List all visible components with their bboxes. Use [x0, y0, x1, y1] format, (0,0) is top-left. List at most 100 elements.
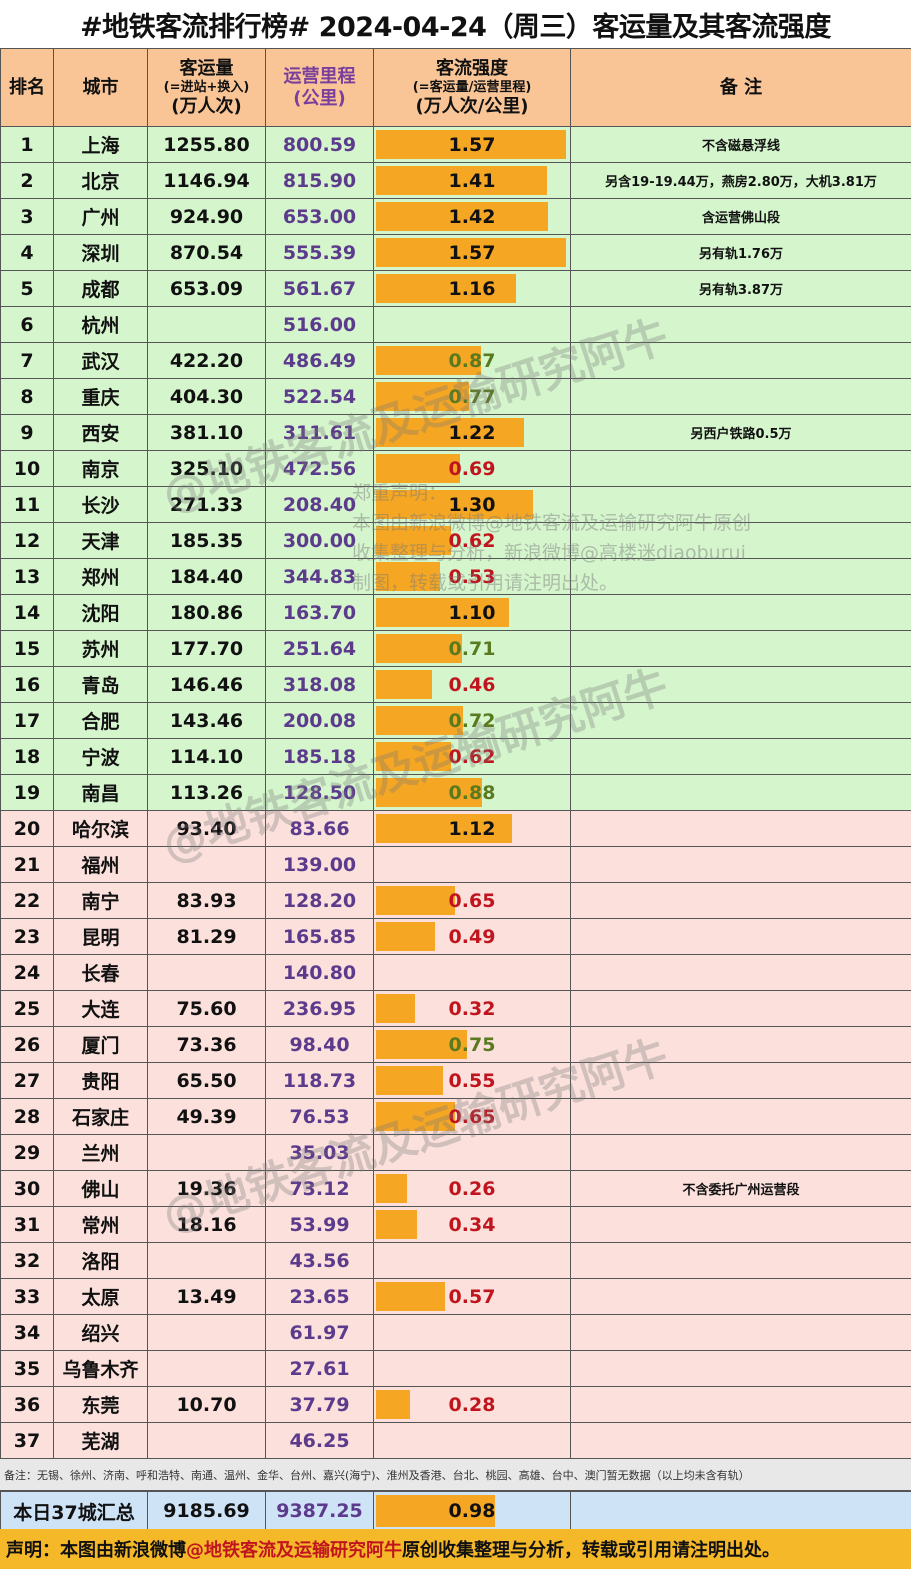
declaration-prefix: 声明：本图由新浪微博 — [6, 1540, 186, 1561]
rank-cell: 26 — [0, 1026, 54, 1063]
intensity-value: 1.42 — [448, 205, 496, 228]
intensity-bar — [376, 346, 481, 375]
intensity-bar — [376, 886, 455, 915]
note-cell — [570, 306, 911, 343]
intensity-bar — [376, 202, 548, 231]
mileage-cell: 815.90 — [265, 162, 374, 199]
note-cell: 另有轨1.76万 — [570, 234, 911, 271]
table-row: 21 福州 139.00 — [0, 846, 911, 883]
intensity-cell: 1.57 — [373, 126, 571, 163]
header-mileage-title: 运营里程 — [283, 65, 356, 87]
city-cell: 南昌 — [53, 774, 148, 811]
mileage-cell: 23.65 — [265, 1278, 374, 1315]
table-row: 17 合肥 143.46 200.08 0.72 — [0, 702, 911, 739]
table-row: 33 太原 13.49 23.65 0.57 — [0, 1278, 911, 1315]
mileage-cell: 561.67 — [265, 270, 374, 307]
intensity-value: 0.57 — [448, 1285, 496, 1308]
city-cell: 上海 — [53, 126, 148, 163]
table-row: 23 昆明 81.29 165.85 0.49 — [0, 918, 911, 955]
rank-cell: 13 — [0, 558, 54, 595]
table-row: 22 南宁 83.93 128.20 0.65 — [0, 882, 911, 919]
header-note: 备 注 — [570, 48, 911, 127]
intensity-value: 0.53 — [448, 565, 496, 588]
table-row: 25 大连 75.60 236.95 0.32 — [0, 990, 911, 1027]
intensity-bar — [376, 1030, 467, 1059]
city-cell: 成都 — [53, 270, 148, 307]
table-row: 6 杭州 516.00 — [0, 306, 911, 343]
passenger-cell: 1146.94 — [147, 162, 266, 199]
city-cell: 苏州 — [53, 630, 148, 667]
rank-cell: 7 — [0, 342, 54, 379]
table-row: 9 西安 381.10 311.61 1.22 另西户铁路0.5万 — [0, 414, 911, 451]
city-cell: 天津 — [53, 522, 148, 559]
city-cell: 武汉 — [53, 342, 148, 379]
note-cell — [570, 666, 911, 703]
rank-cell: 22 — [0, 882, 54, 919]
mileage-cell: 140.80 — [265, 954, 374, 991]
total-intensity: 0.98 — [373, 1491, 571, 1531]
city-cell: 北京 — [53, 162, 148, 199]
rank-cell: 23 — [0, 918, 54, 955]
intensity-bar — [376, 1066, 443, 1095]
intensity-cell: 0.53 — [373, 558, 571, 595]
rank-cell: 31 — [0, 1206, 54, 1243]
rank-cell: 14 — [0, 594, 54, 631]
intensity-cell: 1.41 — [373, 162, 571, 199]
city-cell: 绍兴 — [53, 1314, 148, 1351]
table-row: 7 武汉 422.20 486.49 0.87 — [0, 342, 911, 379]
declaration-banner: 声明：本图由新浪微博 @地铁客流及运输研究阿牛 原创收集整理与分析，转载或引用请… — [0, 1529, 911, 1569]
passenger-cell: 113.26 — [147, 774, 266, 811]
table-row: 16 青岛 146.46 318.08 0.46 — [0, 666, 911, 703]
rank-cell: 21 — [0, 846, 54, 883]
passenger-cell: 180.86 — [147, 594, 266, 631]
passenger-cell: 10.70 — [147, 1386, 266, 1423]
total-label: 本日37城汇总 — [0, 1491, 148, 1531]
table-row: 13 郑州 184.40 344.83 0.53 — [0, 558, 911, 595]
passenger-cell: 404.30 — [147, 378, 266, 415]
intensity-cell — [373, 954, 571, 991]
intensity-cell: 1.57 — [373, 234, 571, 271]
passenger-cell — [147, 1242, 266, 1279]
city-cell: 深圳 — [53, 234, 148, 271]
intensity-value: 1.57 — [448, 241, 496, 264]
intensity-value: 0.88 — [448, 781, 496, 804]
table-row: 11 长沙 271.33 208.40 1.30 — [0, 486, 911, 523]
intensity-cell: 0.88 — [373, 774, 571, 811]
intensity-cell: 0.46 — [373, 666, 571, 703]
note-cell — [570, 702, 911, 739]
note-cell: 另含19-19.44万，燕房2.80万，大机3.81万 — [570, 162, 911, 199]
intensity-cell — [373, 1242, 571, 1279]
city-cell: 沈阳 — [53, 594, 148, 631]
mileage-cell: 35.03 — [265, 1134, 374, 1171]
header-passenger-formula: (=进站+换入) — [163, 79, 250, 95]
table-row: 32 洛阳 43.56 — [0, 1242, 911, 1279]
intensity-bar — [376, 1102, 455, 1131]
rank-cell: 29 — [0, 1134, 54, 1171]
intensity-bar — [376, 1282, 445, 1311]
rank-cell: 16 — [0, 666, 54, 703]
intensity-value: 1.57 — [448, 133, 496, 156]
passenger-cell: 924.90 — [147, 198, 266, 235]
rank-cell: 15 — [0, 630, 54, 667]
note-cell — [570, 486, 911, 523]
city-cell: 重庆 — [53, 378, 148, 415]
city-cell: 长沙 — [53, 486, 148, 523]
intensity-bar — [376, 1174, 407, 1203]
intensity-cell: 0.77 — [373, 378, 571, 415]
total-intensity-value: 0.98 — [448, 1500, 496, 1522]
note-cell — [570, 882, 911, 919]
note-cell — [570, 450, 911, 487]
intensity-value: 1.41 — [448, 169, 496, 192]
intensity-bar — [376, 814, 512, 843]
table-row: 34 绍兴 61.97 — [0, 1314, 911, 1351]
intensity-bar — [376, 778, 482, 807]
city-cell: 杭州 — [53, 306, 148, 343]
passenger-cell: 114.10 — [147, 738, 266, 775]
note-cell — [570, 522, 911, 559]
mileage-cell: 61.97 — [265, 1314, 374, 1351]
intensity-value: 0.28 — [448, 1393, 496, 1416]
intensity-cell: 0.65 — [373, 882, 571, 919]
intensity-value: 0.71 — [448, 637, 496, 660]
ranking-table: 排名 城市 客运量 (=进站+换入) (万人次) 运营里程 (公里) 客流强度 … — [0, 48, 911, 1459]
city-cell: 哈尔滨 — [53, 810, 148, 847]
